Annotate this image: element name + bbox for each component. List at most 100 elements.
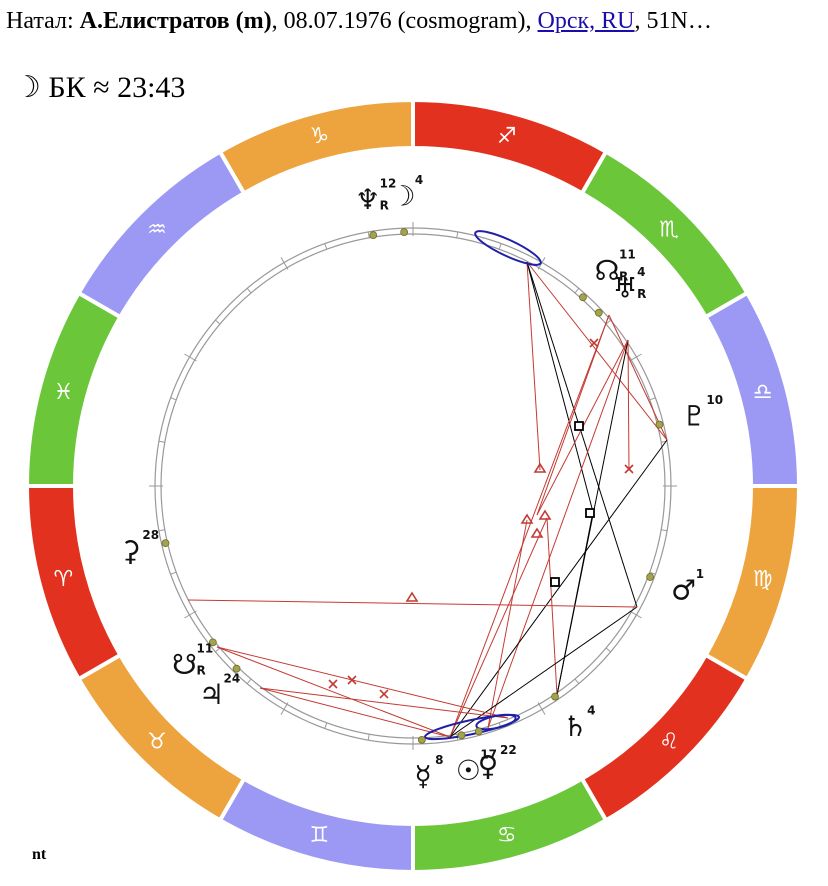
aspect-line — [449, 439, 668, 738]
taurus-sign-icon: ♉ — [147, 729, 167, 754]
scorpio-sign-icon: ♏ — [659, 218, 679, 243]
birth-date: , 08.07.1976 (cosmogram), — [271, 8, 538, 34]
lilith-degree: 11 — [196, 642, 213, 656]
chart-header: Натал: А.Елистратов (m), 08.07.1976 (cos… — [6, 8, 712, 35]
planet-markers: ♆ 12R ☽ 4☊ 11R♅ 4R♇ 10♂ 1♄ 4♀ 22☉ 17☿ 8♃ 24☋ 11R⚳ 28 — [120, 173, 723, 792]
node-position-dot — [579, 293, 587, 302]
trine-marker — [530, 527, 544, 538]
degree-tick — [661, 529, 668, 532]
sun-position-dot — [457, 731, 466, 740]
birthplace-link[interactable]: Орск, RU — [537, 8, 635, 34]
node-degree: 11 — [619, 247, 636, 261]
mercury-degree: 8 — [435, 753, 443, 767]
aspect-line — [536, 314, 610, 516]
zodiac-sector-aquarius — [75, 148, 247, 320]
degree-tick — [367, 231, 370, 238]
degree-tick — [574, 678, 580, 684]
aspect-line — [627, 339, 630, 471]
moon-day-info: ☽ БК ≈ 23:43 — [14, 71, 186, 104]
mars-position-dot — [646, 573, 655, 581]
zodiac-sector-pisces — [24, 290, 124, 488]
saturn-degree: 4 — [587, 703, 595, 717]
sagittarius-sign-icon: ♐ — [497, 124, 517, 149]
degree-tick — [170, 571, 177, 575]
degree-tick — [215, 647, 221, 653]
degree-tick — [158, 529, 165, 532]
trine-marker — [533, 462, 547, 473]
degree-tick — [215, 319, 221, 325]
degree-tick — [649, 397, 656, 401]
mars-degree: 1 — [696, 567, 704, 581]
mercury-icon: ☿ — [415, 759, 432, 792]
neptune-icon: ♆ — [355, 183, 380, 216]
degree-tick — [649, 571, 656, 575]
aspect-line — [259, 687, 451, 738]
sun-degree: 17 — [480, 748, 497, 762]
coordinates-text: , 51N… — [634, 8, 712, 34]
outer-degree-circle — [154, 227, 672, 745]
person-name: А.Елистратов (m) — [79, 8, 272, 34]
conjunction-ellipses — [424, 230, 542, 741]
degree-tick — [158, 440, 165, 443]
aries-sign-icon: ♈ — [53, 567, 73, 592]
uranus-degree: 4 — [637, 265, 645, 279]
node-icon: ☊ — [595, 254, 620, 287]
neptune-degree: 12 — [380, 177, 397, 191]
conjunction-ellipse — [474, 230, 542, 266]
moon-position-dot — [400, 228, 409, 237]
virgo-sign-icon: ♍ — [753, 567, 773, 592]
moon-icon: ☽ — [390, 180, 415, 213]
degree-tick — [170, 397, 177, 401]
jupiter-degree: 24 — [224, 672, 241, 686]
neptune-position-dot — [369, 231, 378, 240]
sun-icon: ☉ — [456, 754, 481, 787]
aspect-line — [449, 314, 610, 738]
degree-tick — [456, 231, 459, 238]
degree-tick — [605, 647, 611, 653]
inner-degree-circle — [160, 233, 666, 739]
degree-tick — [367, 734, 370, 741]
cancer-sign-icon: ♋ — [497, 823, 517, 848]
quincunx-marker — [379, 689, 389, 699]
header-prefix: Натал: — [6, 8, 80, 34]
aspect-line — [449, 606, 638, 738]
venus-icon: ♀ — [478, 750, 499, 783]
square-marker — [550, 577, 560, 587]
square-marker — [585, 508, 595, 518]
trine-marker — [538, 509, 552, 520]
gemini-sign-icon: ♊ — [309, 823, 329, 848]
aspect-line — [487, 519, 528, 729]
quincunx-marker — [347, 675, 357, 685]
aspect-line — [526, 261, 668, 441]
degree-tick — [280, 257, 289, 270]
aspect-line — [487, 339, 629, 729]
degree-tick — [246, 678, 252, 684]
quincunx-marker — [328, 679, 338, 689]
zodiac-sector-aries — [24, 484, 124, 682]
venus-degree: 22 — [500, 743, 517, 757]
degree-tick — [324, 243, 328, 250]
lilith-icon: ☋ — [172, 648, 197, 681]
aspect-line — [608, 314, 668, 441]
degree-tick — [605, 319, 611, 325]
venus-position-dot — [474, 727, 483, 736]
conjunction-ellipse — [475, 713, 517, 731]
saturn-icon: ♄ — [563, 710, 588, 743]
moon-degree: 4 — [415, 173, 423, 187]
trine-marker — [520, 513, 534, 524]
conjunction-ellipse — [424, 713, 520, 741]
saturn-position-dot — [551, 692, 559, 701]
lilith-retrograde-mark: R — [196, 664, 205, 678]
mars-icon: ♂ — [671, 573, 696, 606]
degree-tick — [629, 610, 642, 619]
chiron-icon: ⚳ — [120, 535, 141, 568]
neptune-retrograde-mark: R — [380, 199, 389, 213]
aspect-line — [449, 517, 548, 738]
aspect-line — [546, 517, 558, 696]
aspect-line — [216, 646, 509, 719]
trine-marker — [405, 591, 419, 602]
leo-sign-icon: ♌ — [659, 729, 679, 754]
aspect-lines — [187, 261, 668, 738]
aspect-line — [259, 687, 509, 719]
